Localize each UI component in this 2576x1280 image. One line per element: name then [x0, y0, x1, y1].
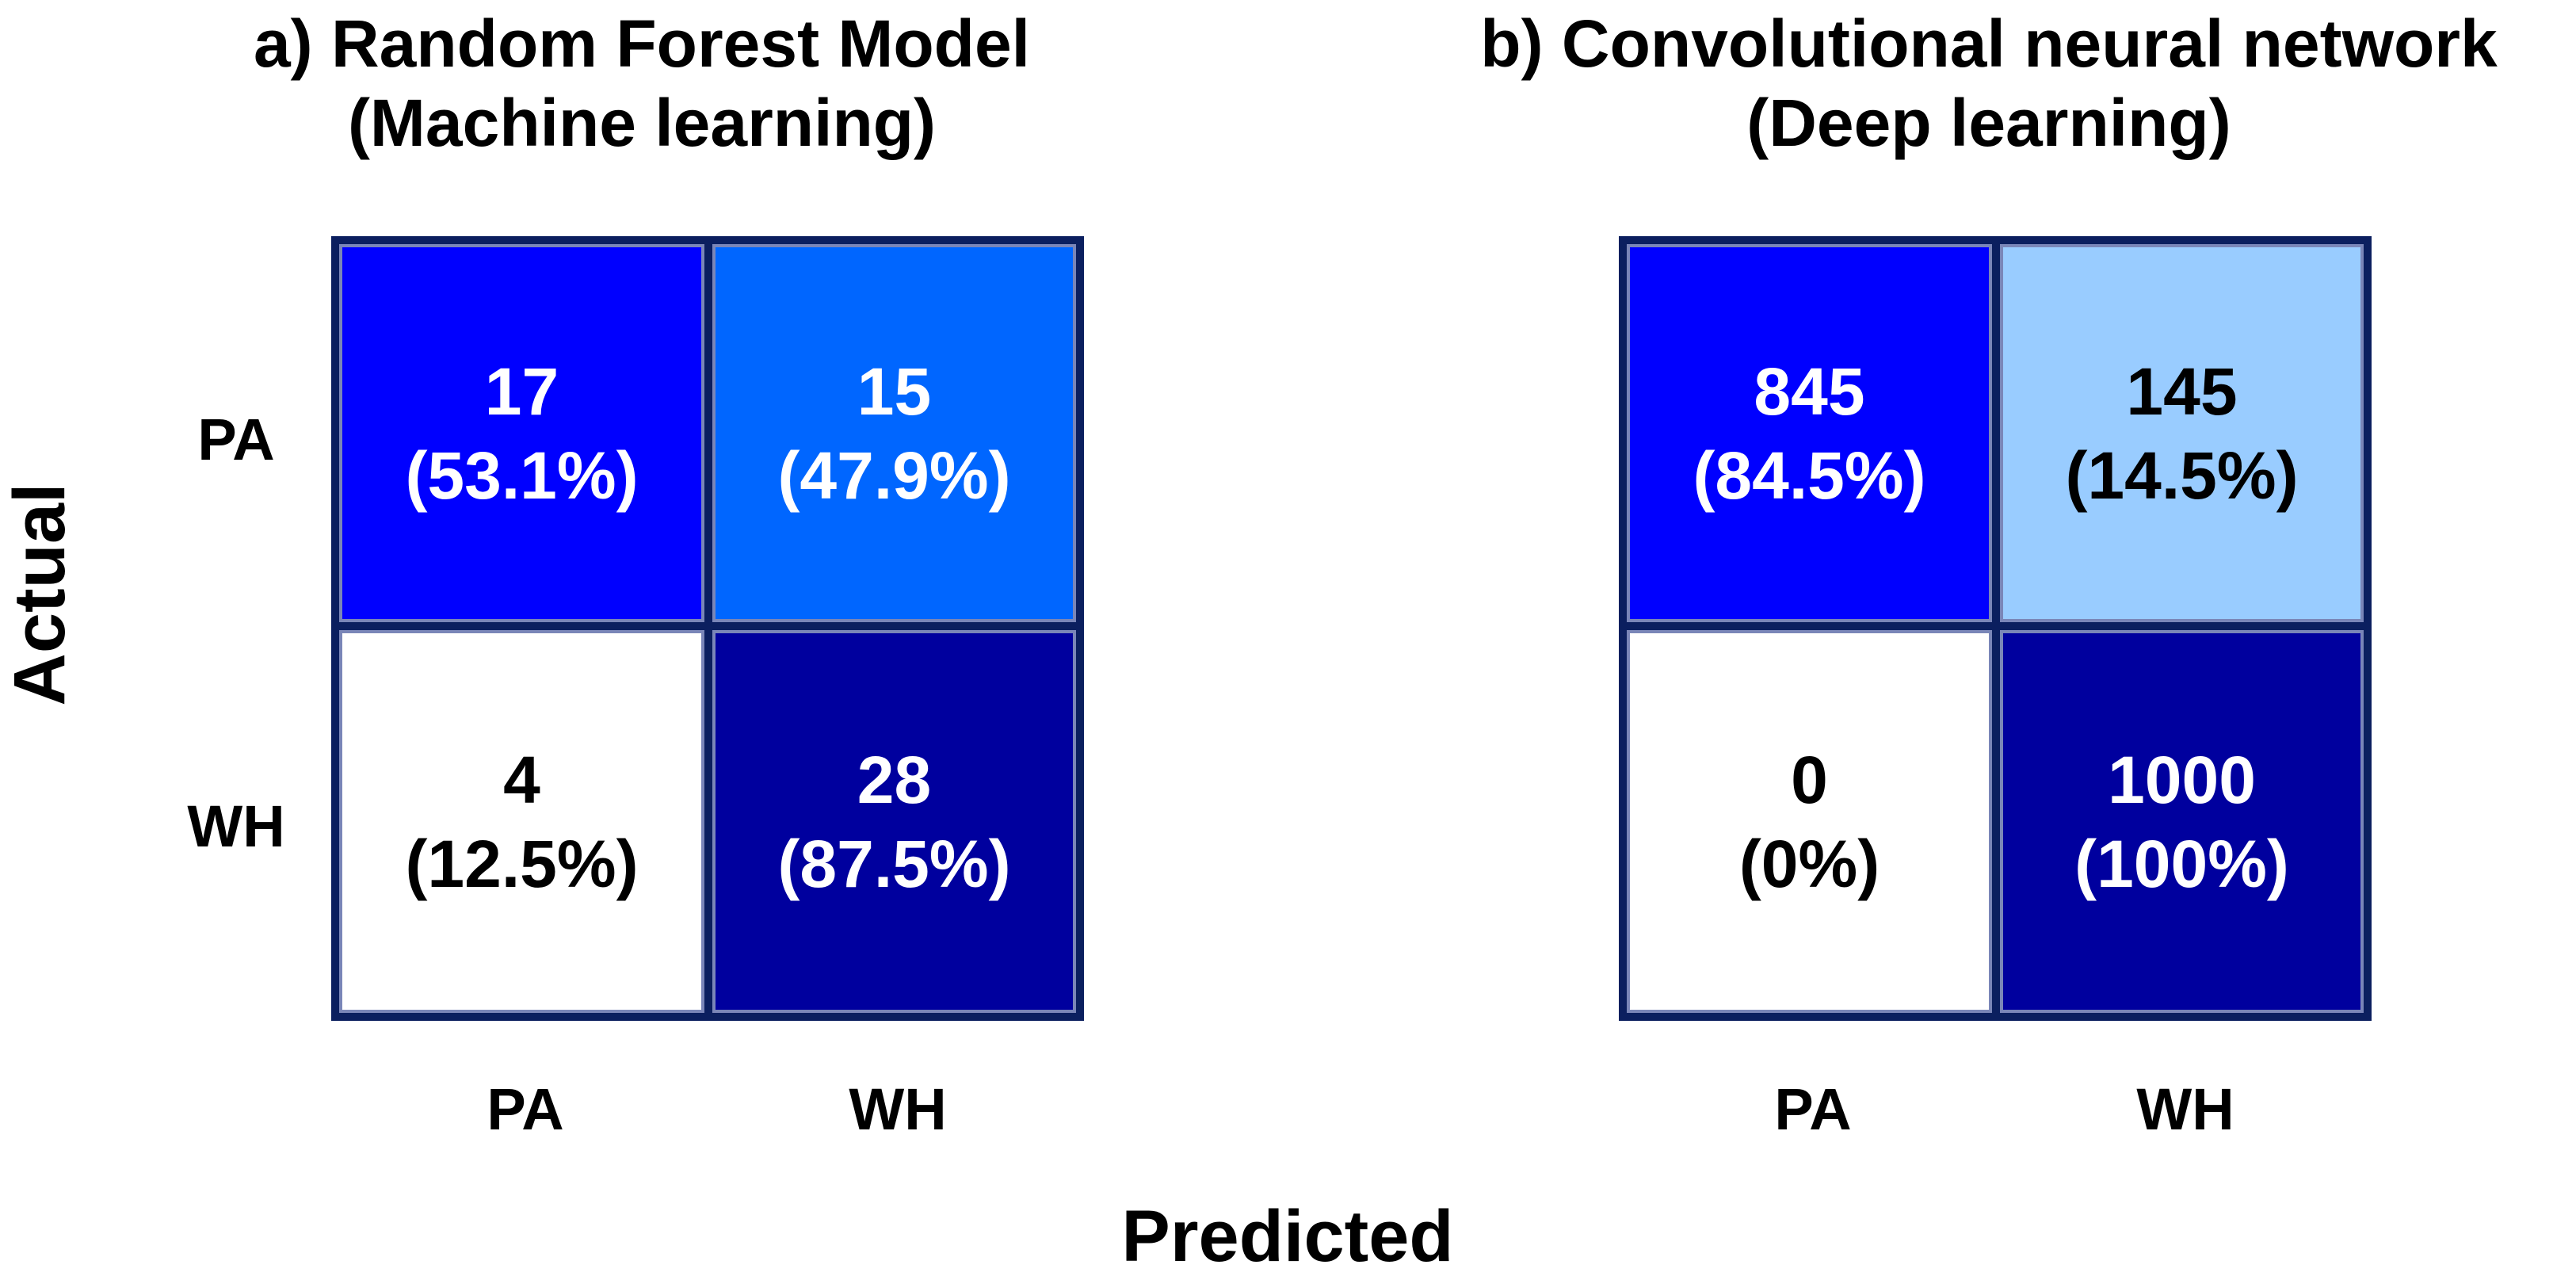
cell-count: 845 — [1754, 353, 1865, 429]
matrix-a-row-tick-pa: PA — [197, 407, 275, 472]
cell-percent: (84.5%) — [1693, 437, 1926, 513]
matrix-b-cell-wh-wh: 1000 (100%) — [2000, 630, 2364, 1013]
confusion-matrix-b: 845 (84.5%) 145 (14.5%) 0 (0%) 1000 (100… — [1619, 236, 2372, 1021]
chart-b-title-line1: b) Convolutional neural network — [1480, 6, 2498, 81]
cell-percent: (12.5%) — [405, 826, 639, 901]
matrix-a-col-tick-pa: PA — [487, 1076, 564, 1142]
matrix-a-cell-wh-pa: 4 (12.5%) — [339, 630, 704, 1013]
cell-percent: (0%) — [1738, 826, 1880, 901]
matrix-b-cell-pa-pa: 845 (84.5%) — [1627, 244, 1992, 622]
chart-b-title: b) Convolutional neural network (Deep le… — [1402, 4, 2575, 162]
cell-count: 17 — [484, 353, 559, 429]
cell-count: 15 — [857, 353, 932, 429]
cell-percent: (47.9%) — [777, 437, 1011, 513]
cell-percent: (100%) — [2074, 826, 2289, 901]
matrix-a-cell-wh-wh: 28 (87.5%) — [712, 630, 1076, 1013]
cell-percent: (87.5%) — [777, 826, 1011, 901]
matrix-b-cell-wh-pa: 0 (0%) — [1627, 630, 1992, 1013]
cell-percent: (14.5%) — [2065, 437, 2299, 513]
cell-percent: (53.1%) — [405, 437, 639, 513]
cell-count: 0 — [1791, 742, 1828, 817]
confusion-matrix-a: 17 (53.1%) 15 (47.9%) 4 (12.5%) 28 (87.5… — [331, 236, 1084, 1021]
chart-a-title: a) Random Forest Model (Machine learning… — [182, 4, 1101, 162]
cell-count: 28 — [857, 742, 932, 817]
matrix-a-col-tick-wh: WH — [849, 1076, 947, 1142]
matrix-b-cell-pa-wh: 145 (14.5%) — [2000, 244, 2364, 622]
matrix-a-cell-pa-pa: 17 (53.1%) — [339, 244, 704, 622]
matrix-a-cell-pa-wh: 15 (47.9%) — [712, 244, 1076, 622]
y-axis-label: Actual — [0, 483, 80, 706]
matrix-a-row-tick-wh: WH — [187, 793, 285, 859]
cell-count: 145 — [2126, 353, 2238, 429]
chart-b-title-line2: (Deep learning) — [1746, 86, 2231, 160]
chart-a-title-line1: a) Random Forest Model — [253, 6, 1031, 81]
x-axis-label: Predicted — [1121, 1196, 1454, 1277]
matrix-b-col-tick-wh: WH — [2136, 1076, 2234, 1142]
matrix-b-col-tick-pa: PA — [1774, 1076, 1852, 1142]
chart-a-title-line2: (Machine learning) — [347, 86, 937, 160]
cell-count: 1000 — [2108, 742, 2256, 817]
cell-count: 4 — [503, 742, 540, 817]
